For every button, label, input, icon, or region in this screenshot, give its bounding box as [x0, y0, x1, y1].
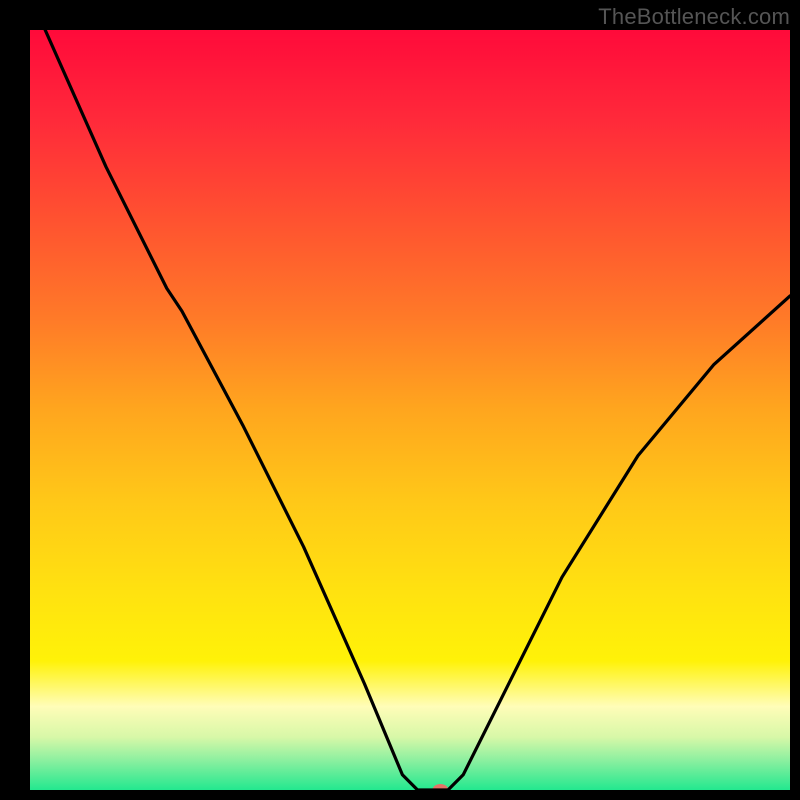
bottleneck-curve-svg [30, 30, 790, 790]
chart-frame: TheBottleneck.com [0, 0, 800, 800]
plot-area [30, 30, 790, 790]
bottleneck-curve [45, 30, 790, 790]
watermark-label: TheBottleneck.com [598, 4, 790, 30]
